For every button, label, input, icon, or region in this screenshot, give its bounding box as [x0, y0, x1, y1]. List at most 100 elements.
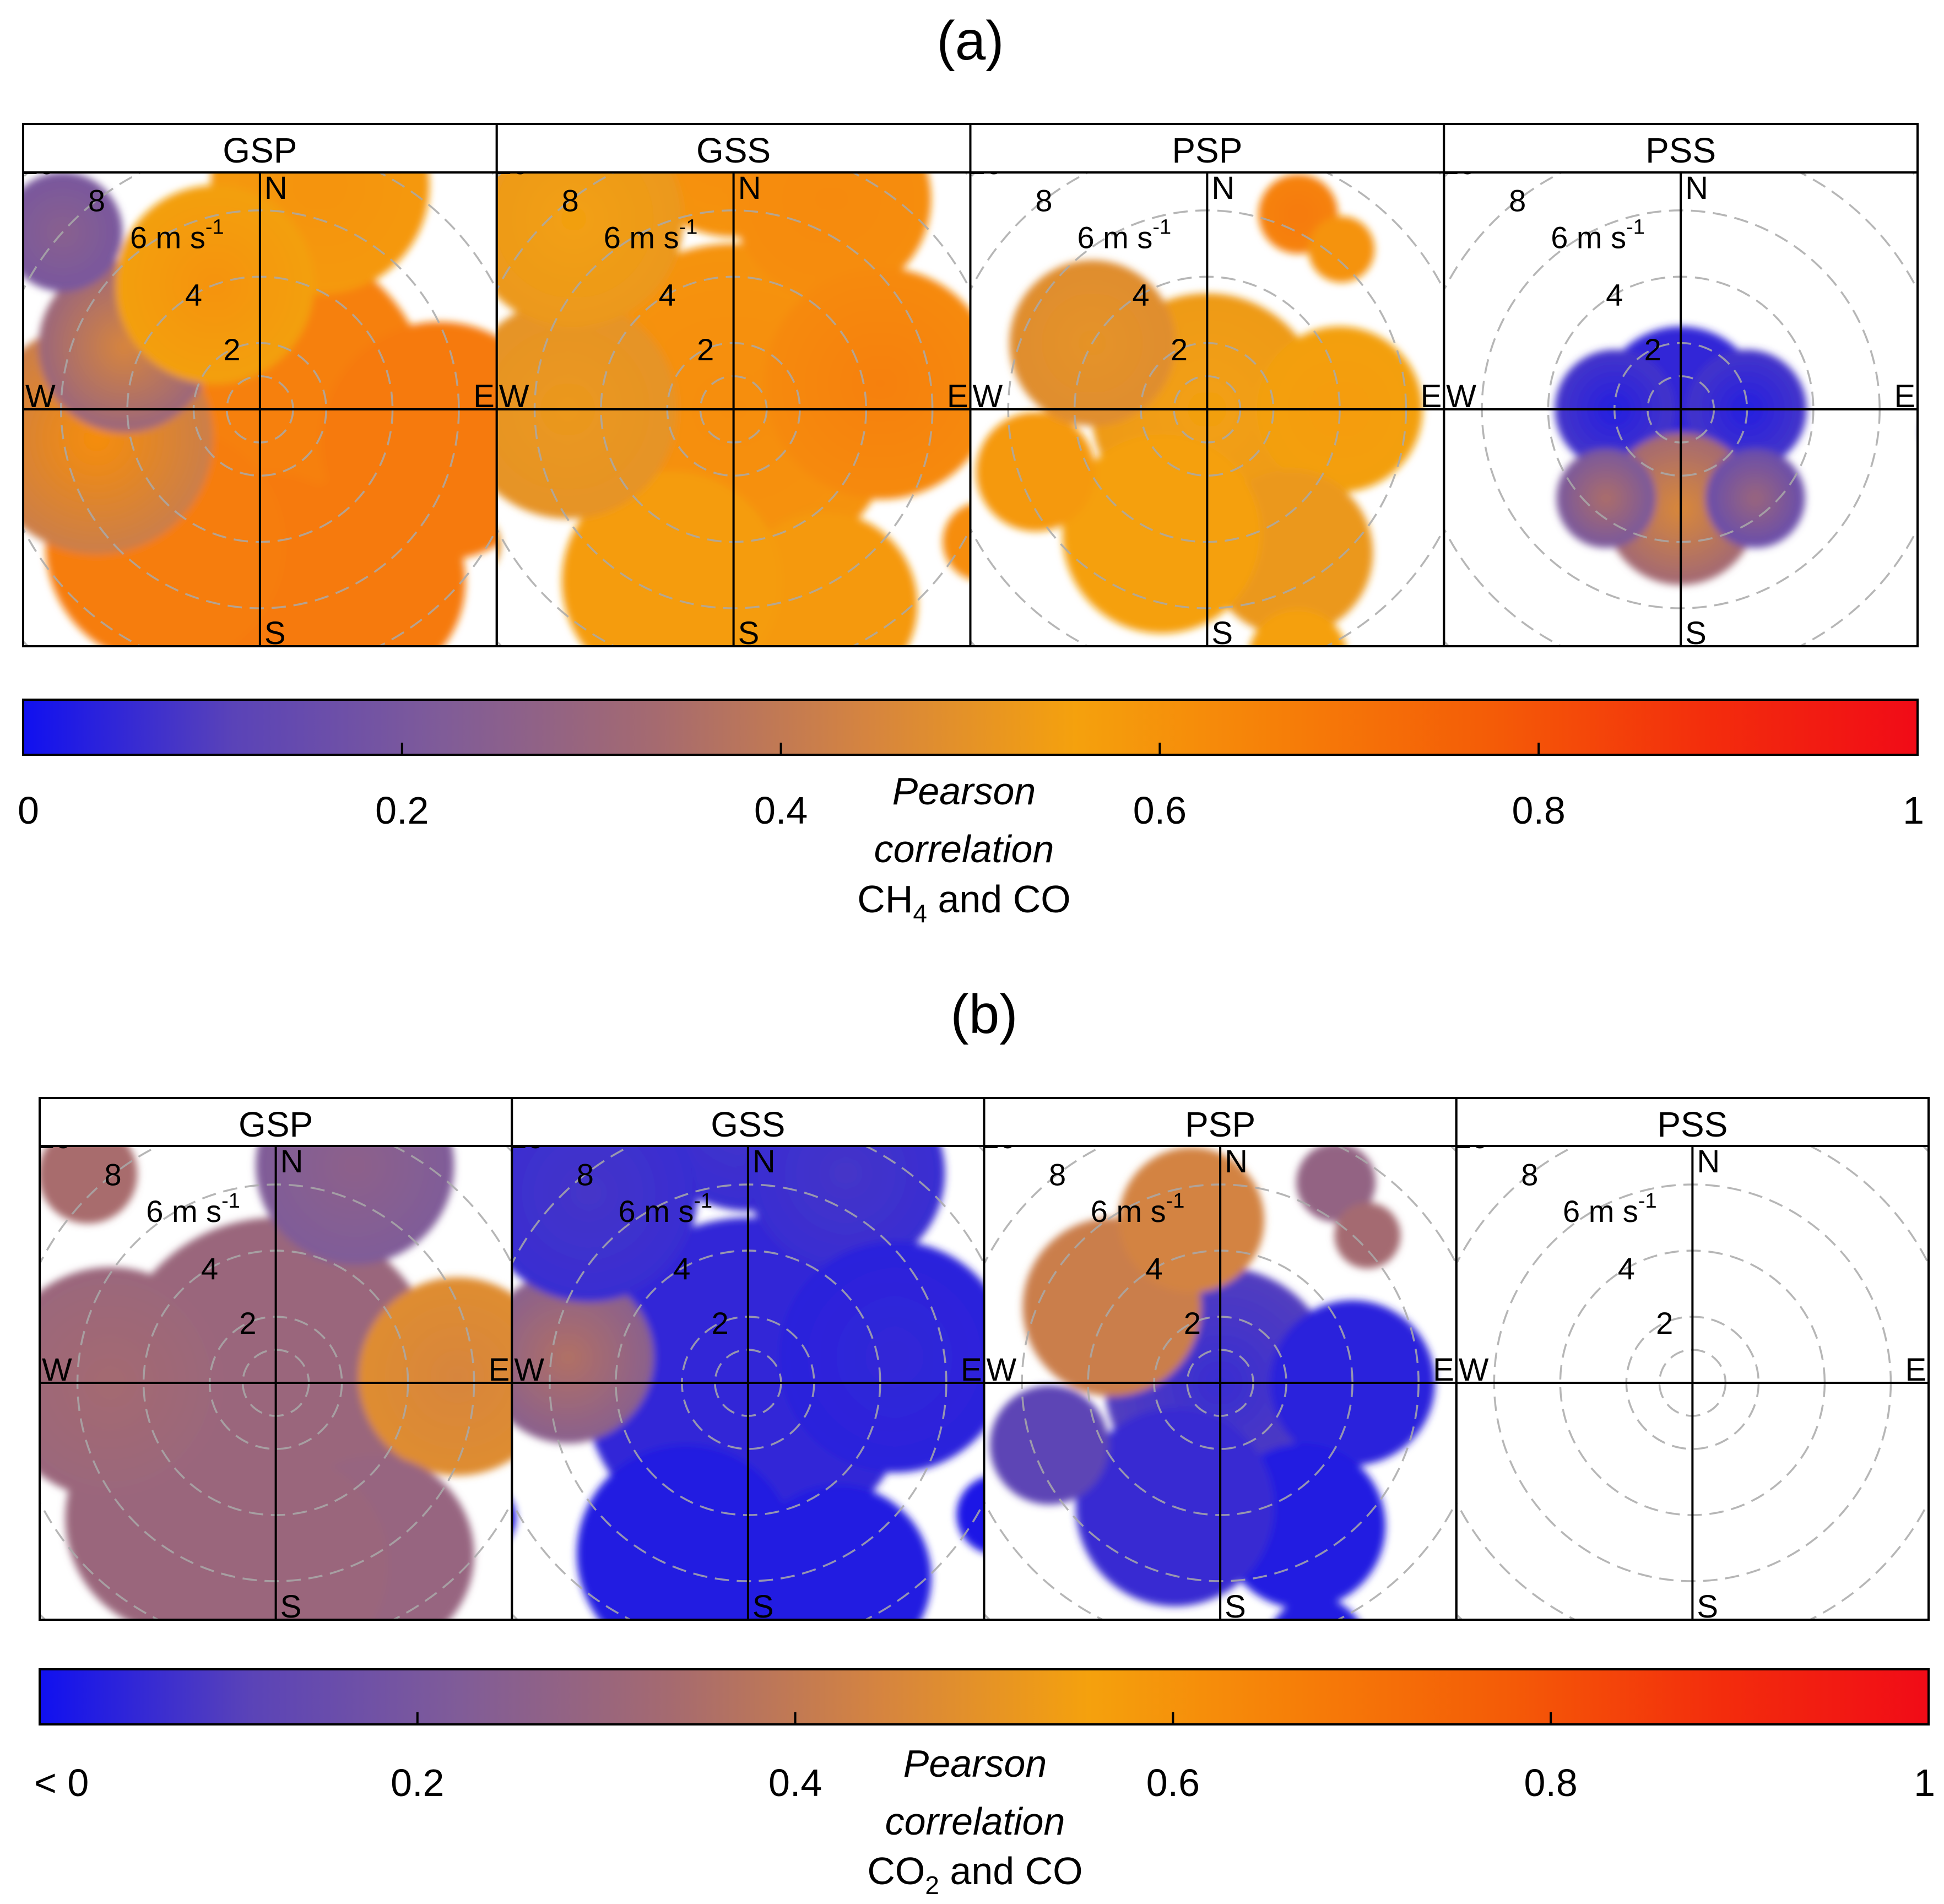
colorbar-label-species: CO2 and CO — [867, 1849, 1082, 1900]
correlation-cluster — [23, 172, 123, 292]
compass-west: W — [514, 1352, 544, 1388]
correlation-cluster — [256, 1146, 454, 1265]
correlation-cluster — [1922, 409, 1944, 456]
compass-west: W — [42, 1352, 72, 1388]
compass-south: S — [264, 615, 286, 651]
correlation-cluster — [40, 1146, 138, 1224]
compass-west: W — [1459, 1352, 1489, 1388]
correlation-cluster — [1249, 609, 1346, 646]
speed-ring-label: 12 — [0, 106, 1, 140]
panel-strip — [22, 123, 498, 174]
colorbar-tick-label: 0.8 — [1524, 1761, 1578, 1804]
correlation-surface — [976, 174, 1423, 646]
compass-east: E — [1905, 1352, 1926, 1388]
ring-unit-exponent: -1 — [679, 215, 698, 239]
correlation-cluster — [764, 267, 971, 500]
colorbar-label-pearson: Pearson — [903, 1742, 1047, 1785]
speed-ring-label: 10 — [510, 1120, 544, 1155]
panel-title: PSP — [1185, 1105, 1255, 1144]
panel-title: GSS — [711, 1105, 785, 1144]
compass-east: E — [1433, 1352, 1454, 1388]
colorbar-tick-label: 0.4 — [754, 789, 808, 832]
correlation-cluster — [778, 1241, 984, 1473]
speed-ring-label: 4 — [1618, 1251, 1635, 1286]
speed-ring-label: 6 m s-1 — [618, 1189, 712, 1229]
speed-ring-label: 10 — [495, 146, 529, 181]
compass-east: E — [947, 378, 968, 414]
speed-ring-label: 6 m s-1 — [1551, 215, 1645, 255]
colorbar-tick-label: 0.2 — [375, 789, 429, 832]
correlation-cluster — [746, 1146, 945, 1273]
correlation-cluster — [1925, 316, 1944, 376]
speed-ring-label: 2 — [1644, 332, 1661, 367]
speed-ring-label: 8 — [562, 183, 579, 218]
speed-ring-label: 2 — [1171, 332, 1188, 367]
compass-east: E — [1421, 378, 1442, 414]
compass-west: W — [25, 378, 56, 414]
colorbar-tick-label: 0.6 — [1133, 789, 1187, 832]
correlation-cluster — [746, 1485, 932, 1620]
compass-east: E — [961, 1352, 982, 1388]
correlation-cluster — [1334, 1202, 1401, 1269]
speed-ring-label: 6 m s-1 — [130, 215, 224, 255]
colorbar-tick-label: 0.2 — [391, 1761, 444, 1804]
speed-ring-label: 10 — [37, 1120, 72, 1155]
compass-south: S — [1211, 615, 1233, 651]
speed-ring-label: 4 — [185, 278, 202, 312]
colorbar-tick-label: 1 — [1903, 789, 1924, 832]
compass-east: E — [489, 1352, 510, 1388]
correlation-cluster — [1705, 448, 1805, 548]
correlation-cluster — [989, 1385, 1109, 1505]
correlation-cluster — [1119, 1147, 1265, 1293]
compass-north: N — [280, 1144, 304, 1180]
colorbar-tick-label: 0.4 — [768, 1761, 822, 1804]
speed-ring-label: 2 — [1184, 1306, 1201, 1340]
colorbar-label-correlation: correlation — [885, 1800, 1065, 1843]
panel-strip — [1455, 1097, 1930, 1147]
correlation-cluster — [577, 1445, 795, 1620]
speed-ring-label: 2 — [223, 332, 240, 367]
correlation-cluster — [512, 1272, 654, 1444]
ring-unit-exponent: -1 — [1626, 215, 1645, 239]
chart-title: (a) — [936, 10, 1004, 72]
colorbar-label-correlation: correlation — [874, 827, 1054, 870]
ring-unit-exponent: -1 — [1166, 1189, 1185, 1213]
speed-ring-label: 4 — [1146, 1251, 1163, 1286]
panel-strip — [983, 1097, 1458, 1147]
colorbar: 0 0.2 0.4 0.6 0.8 1 Pearson correlation CH4 and … — [18, 699, 1924, 928]
speed-ring-label: 2 — [1656, 1306, 1673, 1340]
panel-title: PSS — [1645, 131, 1716, 170]
speed-ring-label: 6 m s-1 — [1563, 1189, 1657, 1229]
compass-east: E — [473, 378, 495, 414]
colorbar-gradient — [39, 1668, 1930, 1726]
panel-title: PSS — [1657, 1105, 1728, 1144]
speed-ring-label: 2 — [239, 1306, 256, 1340]
colorbar-tick-label: 0.8 — [1512, 789, 1566, 832]
colorbar-label-pearson: Pearson — [892, 770, 1036, 813]
speed-ring-label: 10 — [21, 146, 55, 181]
colorbar-tick-label: 0 — [18, 789, 39, 832]
panel-title: GSS — [696, 131, 771, 170]
compass-south: S — [280, 1589, 302, 1625]
speed-ring-label: 2 — [697, 332, 714, 367]
speed-ring-label: 8 — [1509, 183, 1526, 218]
compass-south: S — [1697, 1589, 1718, 1625]
compass-north: N — [752, 1144, 776, 1180]
speed-ring-label: 4 — [659, 278, 676, 312]
panel-frame — [1455, 1145, 1930, 1621]
speed-ring-label: 6 m s-1 — [1077, 215, 1171, 255]
